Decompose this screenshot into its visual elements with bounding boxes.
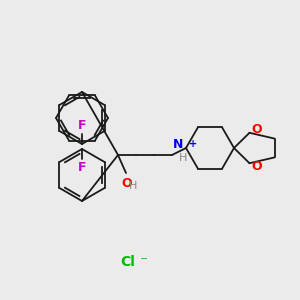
Text: N: N <box>172 137 183 151</box>
Text: +: + <box>189 139 197 149</box>
Text: H: H <box>179 153 187 163</box>
Text: O: O <box>251 123 262 136</box>
Text: F: F <box>78 161 86 174</box>
Text: H: H <box>129 181 137 191</box>
Text: O: O <box>251 160 262 173</box>
Text: Cl: Cl <box>121 255 135 269</box>
Text: ⁻: ⁻ <box>140 254 148 269</box>
Text: O: O <box>122 177 132 190</box>
Text: F: F <box>78 119 86 132</box>
